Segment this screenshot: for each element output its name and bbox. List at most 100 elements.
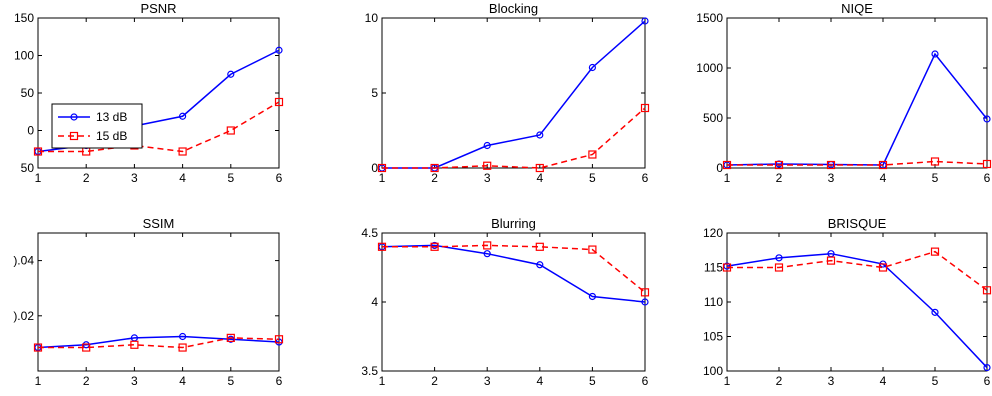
series-line-13db	[381, 244, 646, 303]
y-tick-label: 100	[14, 49, 34, 63]
axes-box	[37, 232, 280, 372]
x-tick-label: 2	[431, 374, 438, 388]
point-13db	[641, 298, 649, 306]
point-15db	[178, 343, 187, 352]
point-13db	[775, 254, 783, 262]
x-tick-label: 5	[589, 171, 596, 185]
chart-title: Blocking	[489, 1, 538, 16]
y-tick-label: ).04	[13, 254, 34, 268]
axes-box	[726, 17, 988, 169]
x-tick-label: 2	[83, 171, 90, 185]
series-line-15db	[727, 250, 988, 291]
x-tick-label: 6	[642, 171, 649, 185]
y-tick-label: 1500	[696, 11, 723, 25]
series-line-15db	[382, 107, 646, 169]
series-line-15db	[382, 244, 646, 293]
axes-box	[726, 232, 988, 372]
chart-title: NIQE	[841, 1, 873, 16]
x-tick-label: 1	[379, 374, 386, 388]
x-tick-label: 4	[536, 171, 543, 185]
point-15db	[930, 247, 940, 256]
x-tick-label: 3	[484, 374, 491, 388]
point-15db	[274, 335, 284, 344]
point-13db	[179, 332, 187, 341]
point-15db	[82, 343, 91, 352]
chart-blocking: Blocking 1 2 3 4 5 6 0 5 10	[365, 1, 650, 185]
point-13db	[536, 131, 544, 139]
point-13db	[536, 261, 544, 269]
legend-label: 13 dB	[96, 110, 127, 124]
x-tick-label: 1	[35, 171, 42, 185]
point-15db	[226, 333, 235, 342]
point-15db	[274, 97, 284, 107]
x-tick-label: 3	[828, 374, 835, 388]
x-tick-label: 3	[131, 374, 138, 388]
y-tick-label: 50	[21, 161, 35, 175]
point-15db	[722, 160, 732, 170]
y-tick-label: 1000	[696, 61, 723, 75]
legend-marker	[70, 113, 78, 121]
point-15db	[430, 163, 439, 173]
point-15db	[878, 160, 888, 170]
point-15db	[640, 288, 650, 297]
x-tick-label: 2	[431, 171, 438, 185]
y-tick-label: 0	[716, 161, 723, 175]
point-15db	[878, 263, 888, 272]
y-tick-label: 5	[371, 86, 378, 100]
point-15db	[483, 241, 492, 250]
y-tick-label: 0	[371, 161, 378, 175]
x-tick-label: 5	[227, 374, 234, 388]
point-15db	[640, 103, 650, 113]
point-15db	[826, 160, 836, 170]
legend-label: 15 dB	[96, 129, 127, 143]
point-13db	[931, 308, 939, 316]
y-tick-label: 500	[703, 111, 723, 125]
x-tick-label: 6	[984, 171, 991, 185]
y-tick-label: 120	[703, 226, 723, 240]
series-line-13db	[726, 52, 988, 166]
point-13db	[641, 17, 649, 25]
point-13db	[588, 292, 597, 301]
x-tick-label: 4	[880, 171, 887, 185]
x-tick-label: 3	[484, 171, 491, 185]
point-15db	[178, 147, 187, 156]
point-13db	[179, 112, 187, 120]
y-tick-label: 3.5	[361, 364, 378, 378]
point-13db	[483, 141, 491, 150]
x-tick-label: 4	[880, 374, 887, 388]
x-tick-label: 1	[379, 171, 386, 185]
point-15db	[377, 242, 387, 251]
x-tick-label: 5	[932, 374, 939, 388]
x-tick-label: 2	[83, 374, 90, 388]
point-15db	[588, 245, 597, 254]
y-tick-label: ).02	[13, 309, 34, 323]
series-line-15db	[38, 337, 280, 349]
point-13db	[983, 363, 991, 372]
y-tick-label: 50	[21, 86, 35, 100]
x-tick-label: 3	[131, 171, 138, 185]
y-tick-label: 150	[14, 11, 34, 25]
x-tick-label: 6	[276, 171, 283, 185]
x-tick-label: 4	[179, 171, 186, 185]
point-15db	[588, 150, 597, 159]
legend-box	[51, 103, 143, 149]
x-tick-label: 6	[642, 374, 649, 388]
chart-ssim: SSIM 1 2 3 4 5 6).02).04	[13, 216, 284, 388]
series-line-15db	[727, 160, 988, 166]
x-tick-label: 4	[536, 374, 543, 388]
point-13db	[483, 250, 491, 258]
y-tick-label: 4	[371, 295, 378, 309]
point-15db	[535, 163, 544, 173]
chart-psnr: PSNR 1 2 3 4 5 6 50 0 50 100 150 13 dB 15 dB	[14, 1, 284, 185]
legend-marker	[69, 131, 79, 141]
x-tick-label: 5	[932, 171, 939, 185]
x-tick-label: 2	[776, 374, 783, 388]
point-13db	[275, 46, 283, 54]
point-15db	[722, 263, 732, 272]
x-tick-label: 4	[179, 374, 186, 388]
chart-title: BRISQUE	[828, 216, 887, 231]
point-15db	[826, 256, 836, 265]
x-tick-label: 1	[724, 171, 731, 185]
point-13db	[227, 70, 235, 78]
